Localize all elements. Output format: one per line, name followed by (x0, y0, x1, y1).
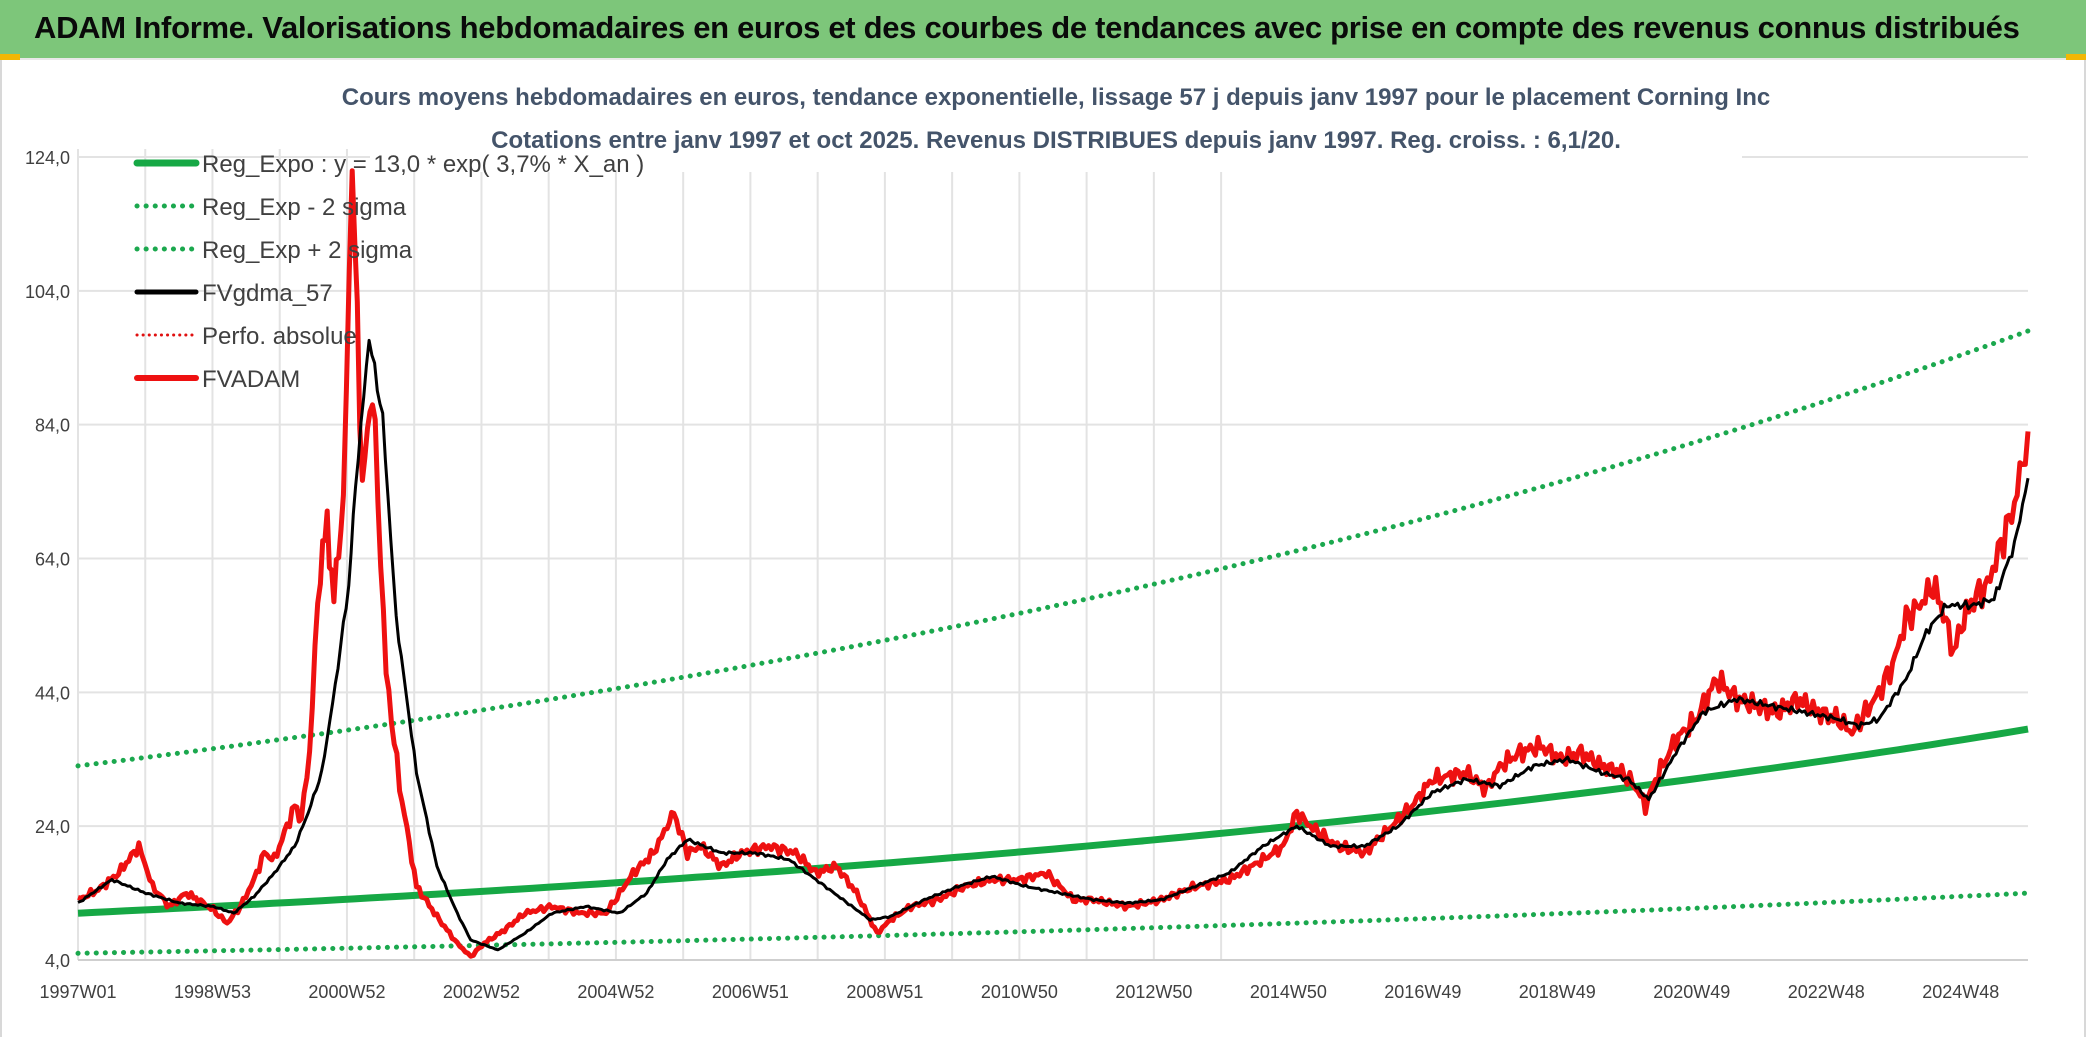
frame-border-right (2084, 60, 2086, 1037)
y-tick-label: 44,0 (35, 683, 70, 703)
x-tick-label: 2018W49 (1519, 982, 1596, 1002)
x-tick-label: 2002W52 (443, 982, 520, 1002)
legend-entry: Reg_Expo : y = 13,0 * exp( 3,7% * X_an ) (202, 151, 644, 178)
header-banner: ADAM Informe. Valorisations hebdomadaire… (0, 0, 2086, 60)
title-backdrop (370, 64, 1742, 172)
x-tick-label: 2006W51 (712, 982, 789, 1002)
legend-entry: Reg_Exp - 2 sigma (202, 194, 407, 221)
x-tick-label: 2004W52 (577, 982, 654, 1002)
banner-title: ADAM Informe. Valorisations hebdomadaire… (34, 10, 2020, 45)
corner-accent-right (2066, 54, 2086, 60)
y-tick-label: 4,0 (45, 951, 70, 971)
legend-entry: Perfo. absolue (202, 323, 357, 350)
x-tick-label: 2024W48 (1922, 982, 1999, 1002)
x-tick-label: 2022W48 (1788, 982, 1865, 1002)
frame-border-left (0, 60, 2, 1037)
x-tick-label: 2014W50 (1250, 982, 1327, 1002)
legend-entry: FVgdma_57 (202, 280, 333, 307)
series-fvadam (77, 168, 2031, 959)
series-reg-expo (77, 725, 2029, 917)
trend-chart: 4,0 24,0 44,0 64,0 84,0 104,0 124,0 1997W01 1998… (25, 64, 2031, 1002)
series-layer (75, 168, 2031, 959)
x-tick-label: 2008W51 (846, 982, 923, 1002)
series-reg-exp-minus-2-sigma (75, 890, 2031, 956)
x-tick-label: 2000W52 (308, 982, 385, 1002)
x-tick-label: 2016W49 (1384, 982, 1461, 1002)
grid-layer (77, 149, 2028, 961)
x-tick-label: 2012W50 (1115, 982, 1192, 1002)
y-tick-label: 64,0 (35, 550, 70, 570)
chart-title: Cours moyens hebdomadaires en euros, ten… (342, 84, 1770, 111)
x-tick-label: 1997W01 (39, 982, 116, 1002)
y-tick-label: 24,0 (35, 817, 70, 837)
axis-layer: 4,0 24,0 44,0 64,0 84,0 104,0 124,0 1997W01 1998… (25, 148, 2028, 1002)
y-tick-label: 84,0 (35, 416, 70, 436)
corner-accent-left (0, 54, 20, 60)
chart-subtitle: Cotations entre janv 1997 et oct 2025. R… (491, 127, 1621, 154)
x-tick-label: 2020W49 (1653, 982, 1730, 1002)
series-reg-exp-plus-2-sigma (75, 328, 2031, 769)
y-tick-label: 104,0 (25, 282, 70, 302)
legend: Reg_Expo : y = 13,0 * exp( 3,7% * X_an )… (133, 151, 644, 393)
legend-entry: FVADAM (202, 366, 300, 393)
legend-entry: Reg_Exp + 2 sigma (202, 237, 413, 264)
series-fvgdma-57 (77, 338, 2030, 952)
x-tick-label: 1998W53 (174, 982, 251, 1002)
y-tick-label: 124,0 (25, 148, 70, 168)
x-tick-label: 2010W50 (981, 982, 1058, 1002)
